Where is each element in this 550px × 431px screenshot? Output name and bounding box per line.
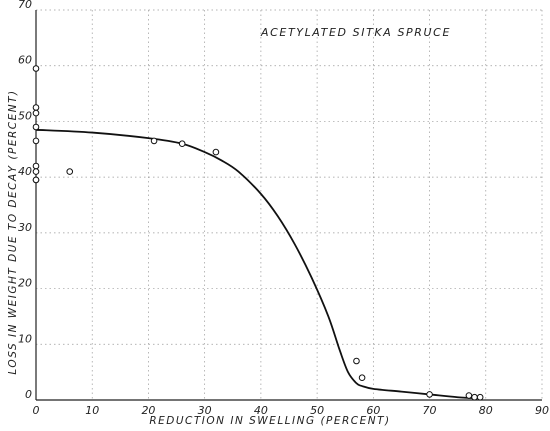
y-axis-title: LOSS IN WEIGHT DUE TO DECAY (PERCENT): [7, 89, 19, 374]
x-tick-label: 30: [198, 404, 212, 417]
data-point: [150, 137, 158, 145]
data-point: [32, 137, 40, 145]
data-point: [353, 357, 360, 365]
y-tick-label: 50: [18, 109, 32, 122]
x-tick-label: 90: [535, 404, 549, 417]
data-point: [32, 168, 40, 175]
y-tick-label: 40: [18, 165, 32, 178]
y-tick-label: 20: [18, 277, 32, 290]
data-point: [66, 168, 74, 175]
data-point: [358, 374, 366, 382]
data-point: [32, 65, 40, 72]
data-point: [426, 391, 433, 398]
axes: [35, 10, 542, 401]
data-point: [32, 123, 40, 131]
data-point: [32, 176, 40, 184]
data-point: [32, 162, 40, 170]
y-tick-label: 30: [18, 221, 32, 234]
x-tick-label: 80: [479, 404, 493, 417]
data-points: [32, 65, 484, 401]
y-tick-label: 10: [18, 332, 32, 345]
data-point: [178, 140, 186, 148]
data-point: [465, 392, 473, 399]
x-tick-label: 70: [423, 404, 437, 417]
x-tick-label: 20: [141, 404, 155, 417]
chart-title: ACETYLATED SITKA SPRUCE: [260, 26, 451, 39]
data-point: [32, 109, 40, 117]
y-tick-label: 0: [25, 388, 32, 401]
y-tick-label: 70: [18, 0, 32, 11]
data-point: [476, 393, 484, 401]
y-tick-label: 60: [18, 54, 32, 67]
fitted-curve: [35, 128, 481, 400]
grid: [36, 9, 543, 400]
x-axis-title: REDUCTION IN SWELLING (PERCENT): [149, 415, 390, 427]
x-tick-label: 0: [33, 404, 40, 417]
data-point: [212, 148, 220, 156]
fitted-curve-line: [35, 128, 481, 400]
x-tick-label: 60: [366, 404, 380, 417]
x-tick-label: 50: [310, 404, 324, 417]
data-point: [32, 104, 40, 111]
data-point: [471, 393, 478, 401]
x-tick-label: 10: [85, 404, 99, 417]
tick-labels: 0 10 20 30 40 50 60 70 80 90 0 10 20 30 40 50 60 70: [18, 0, 549, 417]
x-tick-label: 40: [254, 404, 268, 417]
